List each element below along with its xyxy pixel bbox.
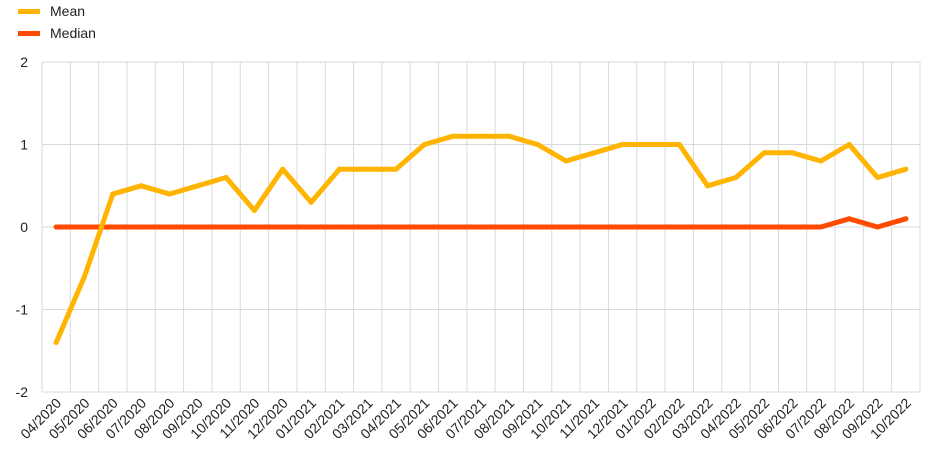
data-point-median <box>478 224 484 230</box>
series-lines <box>53 133 909 345</box>
data-point-mean <box>336 166 342 172</box>
data-point-mean <box>82 274 87 279</box>
data-point-mean <box>280 166 286 172</box>
data-point-median <box>903 216 909 222</box>
data-point-mean <box>53 340 59 345</box>
data-point-median <box>620 224 626 230</box>
y-tick-label: 0 <box>20 219 28 235</box>
data-point-mean <box>875 175 880 180</box>
data-point-mean <box>110 191 116 197</box>
data-point-mean <box>676 142 682 147</box>
legend-label-median: Median <box>50 25 96 41</box>
data-point-median <box>393 224 399 230</box>
data-point-median <box>563 224 569 230</box>
data-point-median <box>705 224 711 230</box>
data-point-mean <box>393 166 399 172</box>
data-point-median <box>676 224 682 230</box>
legend-item-median: Median <box>18 22 96 44</box>
data-point-median <box>790 224 795 230</box>
data-point-median <box>195 224 201 230</box>
data-point-median <box>251 224 257 230</box>
data-point-mean <box>365 166 371 172</box>
data-point-median <box>336 224 342 230</box>
data-point-mean <box>790 150 795 156</box>
legend-swatch-median <box>18 30 40 36</box>
y-tick-label: 1 <box>20 137 28 153</box>
y-tick-label: -1 <box>16 302 29 318</box>
data-point-mean <box>251 208 257 213</box>
data-point-mean <box>761 150 767 156</box>
y-tick-label: 2 <box>20 54 28 70</box>
data-point-mean <box>818 158 824 164</box>
chart-legend: Mean Median <box>18 0 96 44</box>
data-point-median <box>535 224 541 230</box>
legend-label-mean: Mean <box>50 3 86 19</box>
data-point-median <box>761 224 767 230</box>
data-point-mean <box>506 133 512 139</box>
data-point-median <box>733 224 739 230</box>
x-axis-ticks: 04/202005/202006/202007/202008/202009/20… <box>17 395 914 442</box>
data-point-median <box>818 224 824 230</box>
y-tick-label: -2 <box>16 384 29 400</box>
data-point-median <box>110 224 116 230</box>
data-point-median <box>648 224 654 230</box>
data-point-mean <box>138 183 144 189</box>
data-point-median <box>846 216 852 222</box>
data-point-median <box>450 224 456 230</box>
data-point-mean <box>903 166 909 172</box>
data-point-mean <box>620 142 626 147</box>
legend-item-mean: Mean <box>18 0 96 22</box>
data-point-median <box>506 224 512 230</box>
data-point-median <box>167 224 172 230</box>
data-point-mean <box>733 175 739 180</box>
data-point-median <box>591 224 597 230</box>
data-point-mean <box>195 183 201 189</box>
data-point-median <box>875 224 880 230</box>
data-point-mean <box>591 150 597 156</box>
y-axis-ticks: 2 1 0 -1 -2 <box>16 54 29 400</box>
data-point-mean <box>563 158 569 164</box>
data-point-mean <box>167 191 172 197</box>
data-point-mean <box>535 142 541 147</box>
data-point-median <box>223 224 229 230</box>
data-point-mean <box>648 142 654 147</box>
data-point-median <box>53 224 59 230</box>
data-point-mean <box>308 199 314 205</box>
data-point-median <box>365 224 371 230</box>
data-point-mean <box>846 142 852 147</box>
data-point-median <box>421 224 427 230</box>
data-point-median <box>280 224 286 230</box>
data-point-median <box>82 224 87 230</box>
data-point-median <box>138 224 144 230</box>
data-point-median <box>308 224 314 230</box>
legend-swatch-mean <box>18 8 40 14</box>
data-point-mean <box>421 142 427 147</box>
data-point-mean <box>223 175 229 180</box>
data-point-mean <box>450 133 456 139</box>
data-point-mean <box>705 183 711 189</box>
data-point-mean <box>478 133 484 139</box>
